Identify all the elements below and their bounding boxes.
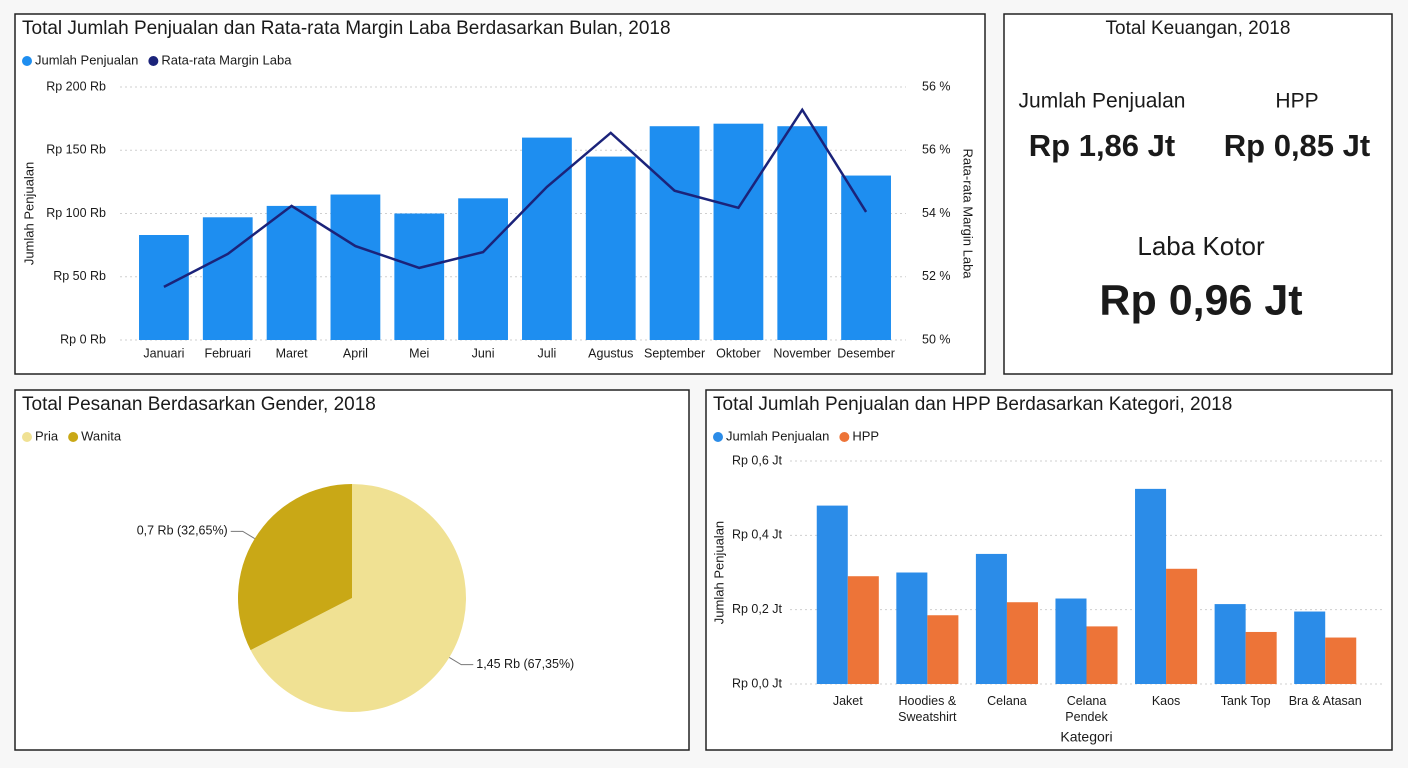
x-axis-title: Kategori [1060,729,1112,745]
legend-label: Pria [35,428,59,443]
y2-axis-title: Rata-rata Margin Laba [961,148,976,279]
legend-marker [148,56,159,66]
x-tick-label: November [773,346,831,360]
x-tick-label: Maret [276,346,308,360]
kpi-label: Laba Kotor [1137,231,1265,261]
kpi-label: HPP [1275,90,1318,113]
bar [896,572,928,684]
kpi-value: Rp 1,86 Jt [1029,128,1175,163]
legend-marker [22,56,32,66]
x-tick-label: Agustus [588,346,633,360]
line [163,107,868,288]
bar [522,137,572,340]
leader-line [230,530,255,540]
y-tick-label: 54 % [922,206,951,220]
bar [1006,602,1038,684]
x-tick-label: Februari [204,346,251,360]
bar [394,213,445,340]
y-tick-label: Rp 0,2 Jt [732,602,783,616]
bar [1325,637,1357,684]
bar [713,123,764,340]
legend-marker [713,432,723,442]
y-tick-label: Rp 150 Rb [46,143,106,157]
bar [649,126,700,340]
legend-marker [22,432,32,442]
data-label: 1,45 Rb (67,35%) [476,657,574,671]
y-tick-label: 50 % [922,332,951,346]
bar [841,175,891,340]
pie-slice [237,484,352,651]
x-tick-label: Celana [987,694,1027,708]
x-tick-label: Oktober [716,346,760,360]
y-tick-label: Rp 100 Rb [46,206,106,220]
legend-label: Jumlah Penjualan [35,52,138,67]
x-tick-label: Tank Top [1221,694,1271,708]
x-tick-label: Juni [472,346,495,360]
x-tick-label: Mei [409,346,429,360]
bar [975,553,1007,684]
kpi-title: Total Keuangan, 2018 [1106,18,1291,39]
bar [777,126,828,340]
y-tick-label: Rp 0,6 Jt [732,453,783,467]
x-tick-label: Hoodies & Sweatshirt [898,694,957,724]
chart-title: Total Jumlah Penjualan dan HPP Berdasark… [713,394,1232,415]
bar [1166,568,1198,684]
y-tick-label: Rp 50 Rb [53,269,106,283]
y-tick-label: 52 % [922,269,951,283]
bar [202,217,253,340]
y-tick-label: 56 % [922,143,951,157]
kpi-value: Rp 0,85 Jt [1224,128,1370,163]
x-tick-label: April [343,346,368,360]
chart-title: Total Pesanan Berdasarkan Gender, 2018 [22,394,376,415]
bar [816,505,848,684]
legend-label: HPP [852,428,879,443]
legend-label: Wanita [81,428,122,443]
bar [1086,626,1118,684]
bar [585,156,636,340]
bar [458,198,508,340]
bar [1055,598,1087,684]
x-tick-label: Jaket [833,694,863,708]
chart-title: Total Jumlah Penjualan dan Rata-rata Mar… [22,18,671,39]
x-tick-label: Bra & Atasan [1289,694,1362,708]
bar [330,194,381,340]
bar [1214,604,1246,684]
y-axis-title: Jumlah Penjualan [711,521,726,624]
x-tick-label: Celana Pendek [1065,694,1108,724]
bar [139,235,189,340]
kpi-label: Jumlah Penjualan [1019,90,1186,113]
leader-line [449,656,474,666]
x-tick-label: Januari [143,346,184,360]
legend-marker [68,432,79,442]
legend-label: Rata-rata Margin Laba [161,52,292,67]
y-tick-label: Rp 0 Rb [60,332,106,346]
x-tick-label: Juli [538,346,557,360]
bar [1294,611,1326,684]
y-tick-label: 56 % [922,79,951,93]
bar [927,615,959,684]
x-tick-label: Kaos [1152,694,1181,708]
bar [1245,631,1277,684]
bar [1135,488,1167,684]
x-tick-label: September [644,346,705,360]
bar [847,576,879,684]
kpi-value: Rp 0,96 Jt [1099,276,1302,324]
panel [1003,13,1393,375]
legend-marker [839,432,850,442]
y-axis-title: Jumlah Penjualan [21,162,36,265]
pie-slice [250,484,467,712]
x-tick-label: Desember [837,346,895,360]
y-tick-label: Rp 0,0 Jt [732,676,783,690]
bar [266,205,317,340]
y-tick-label: Rp 0,4 Jt [732,528,783,542]
legend-label: Jumlah Penjualan [726,428,829,443]
data-label: 0,7 Rb (32,65%) [137,524,228,538]
y-tick-label: Rp 200 Rb [46,79,106,93]
